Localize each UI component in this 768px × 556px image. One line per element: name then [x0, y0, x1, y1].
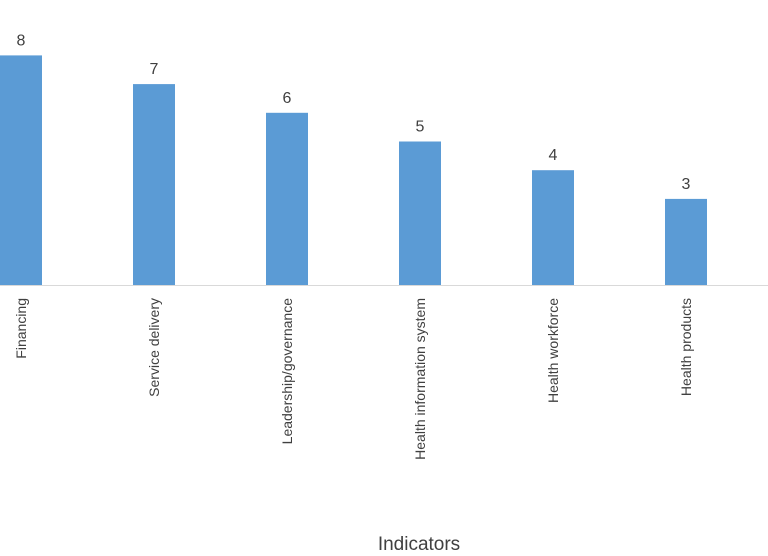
bar-value-label: 4 — [549, 147, 558, 164]
bar-value-label: 8 — [17, 32, 26, 49]
bars-group — [0, 55, 707, 286]
x-tick-label: Health workforce — [545, 298, 561, 403]
bar-5 — [532, 170, 574, 285]
bar-value-label: 7 — [150, 61, 159, 78]
x-axis-title: Indicators — [378, 534, 460, 555]
bar-3 — [266, 112, 308, 285]
bar-2 — [133, 84, 175, 285]
bar-value-label: 5 — [416, 119, 425, 136]
x-tick-label: Service delivery — [146, 298, 162, 397]
value-labels-group: 8 7 6 5 4 3 — [17, 32, 691, 193]
x-tick-label: Financing — [13, 298, 29, 359]
bar-value-label: 6 — [283, 90, 292, 107]
bar-4 — [399, 141, 441, 285]
bar-1 — [0, 55, 42, 286]
bar-value-label: 3 — [682, 176, 691, 193]
bar-6 — [665, 198, 707, 285]
x-tick-label: Health information system — [412, 298, 428, 460]
x-tick-label: Leadership/governance — [279, 298, 295, 445]
x-tick-label: Health products — [678, 298, 694, 396]
x-tick-labels-group: Financing Service delivery Leadership/gove… — [13, 298, 694, 460]
